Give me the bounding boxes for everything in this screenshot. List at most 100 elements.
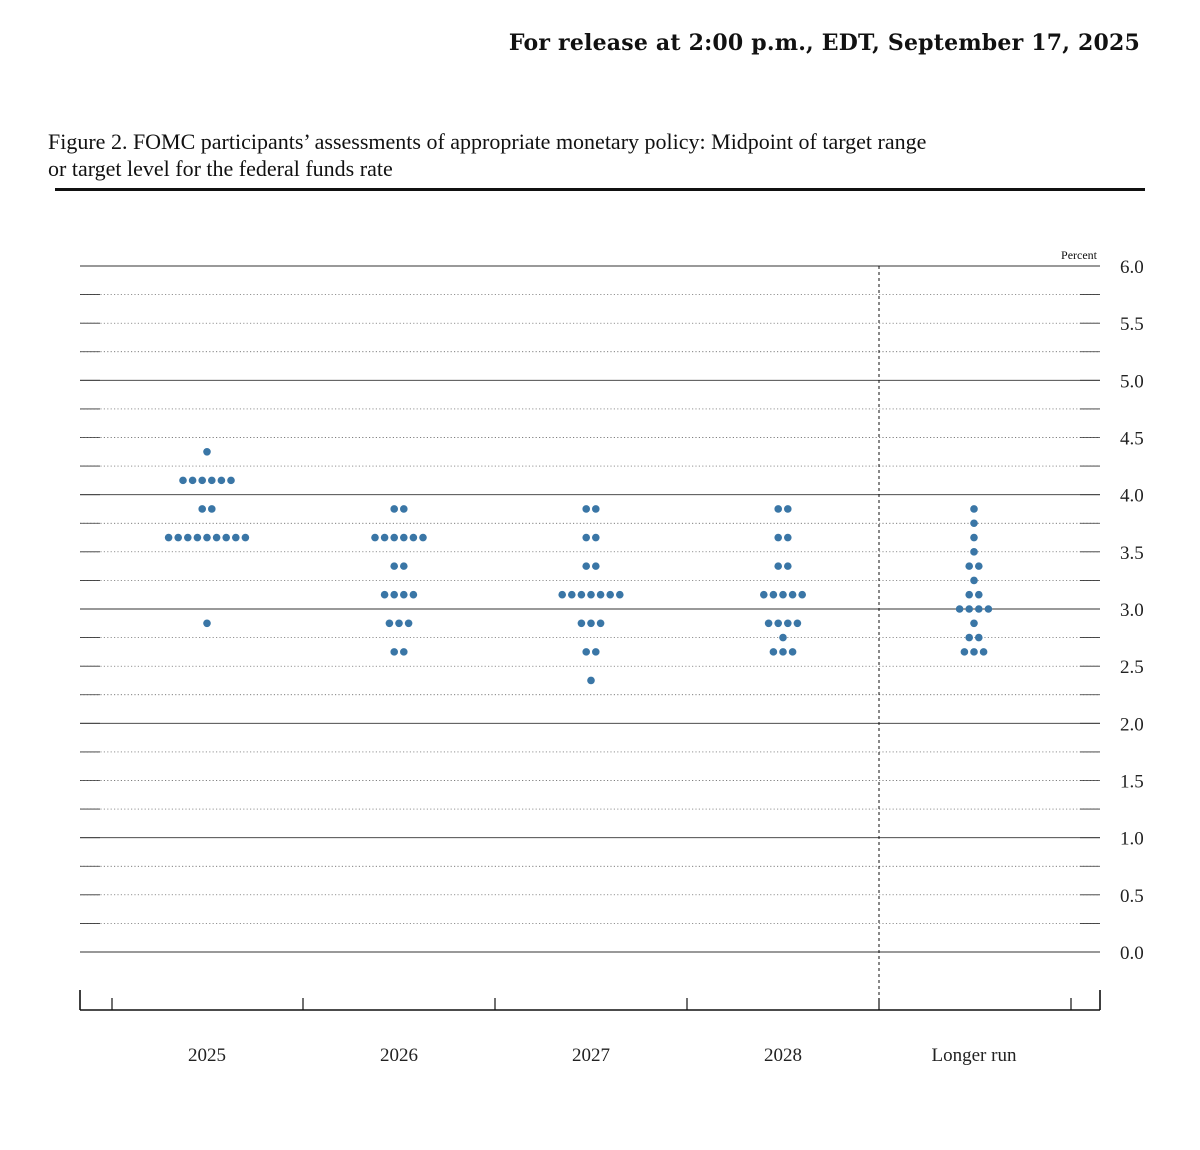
participant-dot xyxy=(596,619,605,628)
participant-dot xyxy=(965,605,973,613)
participant-dot xyxy=(606,590,614,599)
x-category-labels: 2025 2026 2027 2028 Longer run xyxy=(188,1045,1017,1066)
participant-dot xyxy=(788,648,797,656)
participant-dot xyxy=(217,476,226,485)
x-category-label: 2026 xyxy=(380,1045,418,1066)
participant-dot xyxy=(975,590,983,599)
participant-dot xyxy=(592,562,600,570)
participant-dot xyxy=(404,619,413,628)
y-tick-label: 3.0 xyxy=(1120,600,1144,621)
participant-dot xyxy=(965,590,973,599)
participant-dot xyxy=(779,648,787,656)
title-rule xyxy=(55,188,1145,191)
axes xyxy=(79,266,1101,1011)
participant-dot xyxy=(419,533,427,542)
participant-dot xyxy=(587,619,595,628)
unit-label: Percent xyxy=(1061,248,1098,262)
participant-dot xyxy=(390,533,399,542)
participant-dot xyxy=(784,533,792,542)
participant-dot xyxy=(784,505,792,513)
participant-dot xyxy=(760,590,768,599)
x-category-label: Longer run xyxy=(932,1045,1017,1066)
participant-dot xyxy=(970,519,978,528)
participant-dot xyxy=(582,533,590,542)
participant-dot xyxy=(955,605,964,613)
participant-dot xyxy=(769,648,778,656)
y-tick-label: 6.0 xyxy=(1120,257,1144,278)
participant-dot xyxy=(208,476,216,485)
participant-dot xyxy=(798,590,806,599)
participant-dot xyxy=(222,533,230,542)
participant-dot xyxy=(793,619,802,628)
participant-dot xyxy=(592,533,600,542)
participant-dot xyxy=(390,505,399,513)
participant-dot xyxy=(616,590,624,599)
y-tick-labels: 0.0 0.5 1.0 1.5 2.0 2.5 3.0 3.5 4.0 4.5 5.0 5.5 6.0 xyxy=(1120,257,1144,964)
participant-dot xyxy=(380,590,389,599)
participant-dot xyxy=(784,562,792,570)
participant-dot xyxy=(188,476,197,485)
participant-dot xyxy=(371,533,379,542)
y-tick-label: 0.5 xyxy=(1120,886,1144,907)
participant-dot xyxy=(184,533,192,542)
y-tick-label: 0.0 xyxy=(1120,943,1144,964)
participant-dot xyxy=(577,619,586,628)
participant-dot xyxy=(385,619,394,628)
participant-dot xyxy=(779,590,787,599)
participant-dot xyxy=(975,605,983,613)
participant-dot xyxy=(400,505,408,513)
participant-dot xyxy=(203,447,211,456)
y-tick-label: 2.0 xyxy=(1120,714,1144,735)
x-category-label: 2028 xyxy=(764,1045,802,1066)
participant-dot xyxy=(764,619,773,628)
participant-dot xyxy=(774,619,782,628)
participant-dot xyxy=(965,562,973,570)
participant-dot xyxy=(592,505,600,513)
participant-dot xyxy=(164,533,173,542)
participant-dot xyxy=(179,476,187,485)
participant-dot xyxy=(577,590,586,599)
participant-dot xyxy=(979,648,988,656)
participant-dot xyxy=(774,562,782,570)
participant-dot xyxy=(400,590,408,599)
y-tick-label: 3.5 xyxy=(1120,543,1144,564)
y-tick-label: 2.5 xyxy=(1120,657,1144,678)
participant-dot xyxy=(970,619,978,628)
participant-dot xyxy=(960,648,969,656)
participant-dot xyxy=(241,533,250,542)
participant-dot xyxy=(568,590,576,599)
participant-dot xyxy=(198,505,206,513)
participant-dot xyxy=(774,505,782,513)
participant-dot xyxy=(970,576,978,585)
participant-dot xyxy=(203,619,211,628)
participant-dot xyxy=(203,533,211,542)
participant-dot xyxy=(390,562,399,570)
participant-dot xyxy=(592,648,600,656)
participant-dot xyxy=(232,533,240,542)
participant-dot xyxy=(975,633,983,642)
grid-lines xyxy=(80,265,1100,953)
participant-dot xyxy=(582,505,590,513)
participant-dot xyxy=(970,533,978,542)
participant-dot xyxy=(582,648,590,656)
participant-dots xyxy=(164,447,993,685)
participant-dot xyxy=(390,648,399,656)
figure-title-line-1: Figure 2. FOMC participants’ assessments… xyxy=(48,129,927,154)
participant-dot xyxy=(596,590,605,599)
participant-dot xyxy=(400,648,408,656)
participant-dot xyxy=(788,590,797,599)
y-tick-label: 5.5 xyxy=(1120,314,1144,335)
participant-dot xyxy=(400,533,408,542)
participant-dot xyxy=(587,676,595,685)
participant-dot xyxy=(400,562,408,570)
participant-dot xyxy=(198,476,206,485)
participant-dot xyxy=(774,533,782,542)
participant-dot xyxy=(970,648,978,656)
participant-dot xyxy=(174,533,182,542)
participant-dot xyxy=(975,562,983,570)
participant-dot xyxy=(208,505,216,513)
y-tick-label: 4.0 xyxy=(1120,486,1144,507)
participant-dot xyxy=(582,562,590,570)
participant-dot xyxy=(409,533,418,542)
